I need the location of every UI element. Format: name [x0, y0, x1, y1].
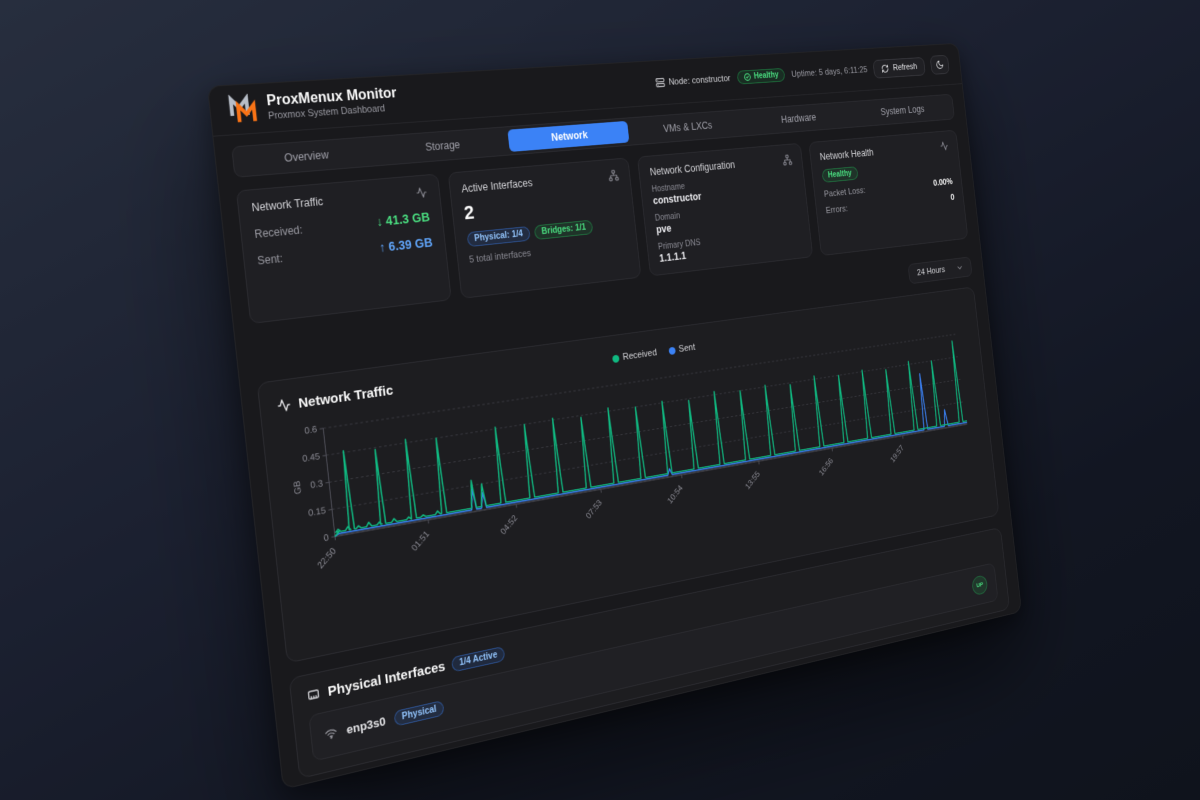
refresh-label: Refresh [892, 61, 918, 73]
svg-text:04:52: 04:52 [499, 513, 520, 536]
network-traffic-chart-card: Network Traffic Received Sent 0 0.15 0.3 0.… [256, 286, 1000, 664]
activity-icon [939, 140, 949, 151]
tab-system-logs[interactable]: System Logs [852, 97, 952, 124]
svg-text:01:51: 01:51 [410, 529, 432, 553]
svg-text:13:55: 13:55 [744, 470, 762, 492]
interface-name: enp3s0 [345, 714, 387, 737]
received-label: Received: [253, 223, 304, 241]
svg-text:0: 0 [323, 533, 329, 544]
legend-received: Received [611, 347, 658, 364]
network-health-badge: Healthy [821, 166, 859, 183]
card-network-health-title: Network Health [819, 146, 875, 163]
svg-text:07:53: 07:53 [584, 498, 604, 521]
tab-vms-lxcs[interactable]: VMs & LXCs [630, 112, 744, 142]
tab-hardware[interactable]: Hardware [744, 104, 851, 132]
tab-overview[interactable]: Overview [235, 140, 375, 174]
card-active-interfaces: Active Interfaces 2 Physical: 1/4 Bridge… [447, 157, 642, 299]
legend-received-dot [611, 354, 620, 363]
errors-label: Errors: [825, 204, 849, 216]
tab-network[interactable]: Network [507, 120, 630, 152]
activity-icon [276, 397, 292, 414]
refresh-icon [881, 63, 890, 73]
interface-type-badge: Physical [393, 700, 445, 727]
legend-sent-label: Sent [678, 342, 696, 355]
svg-text:0.3: 0.3 [310, 479, 324, 492]
svg-text:16:56: 16:56 [818, 456, 835, 477]
check-circle-icon [743, 72, 752, 81]
physical-active-badge: 1/4 Active [450, 645, 506, 673]
card-network-traffic-title: Network Traffic [250, 195, 324, 215]
time-range-value: 24 Hours [916, 265, 946, 278]
sent-value: ↑ 6.39 GB [378, 235, 434, 255]
legend-sent: Sent [668, 342, 696, 356]
svg-text:19:57: 19:57 [889, 444, 906, 465]
card-active-interfaces-title: Active Interfaces [460, 176, 534, 196]
chart-title: Network Traffic [297, 382, 394, 411]
interface-status-badge: UP [971, 574, 989, 596]
refresh-button[interactable]: Refresh [872, 56, 926, 79]
theme-toggle-button[interactable] [929, 54, 950, 75]
card-network-traffic: Network Traffic Received: ↓ 41.3 GB Sent… [235, 173, 452, 325]
chart-canvas: 0 0.15 0.3 0.45 0.6 22:50 01:51 04:52 07:53 10:54… [279, 325, 983, 611]
node-label: Node: constructor [668, 73, 731, 87]
svg-text:0.15: 0.15 [308, 506, 327, 520]
errors-value: 0 [950, 192, 955, 203]
uptime-label: Uptime: 5 days, 6:11:25 [790, 64, 868, 79]
sent-label: Sent: [256, 251, 284, 268]
packet-loss-value: 0.00% [932, 177, 954, 189]
proxmenux-logo-icon [226, 93, 260, 126]
legend-received-label: Received [622, 347, 658, 363]
network-icon [608, 169, 620, 182]
node-indicator: Node: constructor [655, 73, 731, 88]
svg-text:GB: GB [292, 480, 304, 495]
server-icon [655, 77, 666, 88]
health-status-badge: Healthy [736, 67, 786, 85]
card-network-configuration-title: Network Configuration [649, 159, 736, 178]
tab-storage[interactable]: Storage [376, 130, 507, 162]
network-icon [782, 154, 793, 166]
activity-icon [415, 186, 428, 199]
dashboard-window: ProxMenux Monitor Proxmox System Dashboa… [207, 42, 1022, 790]
health-status-label: Healthy [753, 70, 780, 82]
chevron-down-icon [956, 263, 964, 273]
time-range-select[interactable]: 24 Hours [907, 256, 973, 285]
svg-text:0.6: 0.6 [304, 424, 318, 436]
svg-text:0.45: 0.45 [302, 451, 321, 464]
packet-loss-label: Packet Loss: [823, 185, 866, 200]
received-value: ↓ 41.3 GB [375, 209, 431, 229]
card-network-health: Network Health Healthy Packet Loss: 0.00… [808, 129, 969, 257]
physical-count-badge: Physical: 1/4 [466, 226, 531, 248]
wifi-icon [324, 725, 339, 742]
svg-text:22:50: 22:50 [316, 546, 339, 571]
bridges-count-badge: Bridges: 1/1 [533, 219, 594, 241]
moon-icon [935, 60, 944, 70]
legend-sent-dot [668, 346, 676, 355]
svg-text:10:54: 10:54 [666, 483, 685, 506]
ethernet-icon [306, 686, 322, 704]
card-network-configuration: Network Configuration Hostname construct… [637, 142, 813, 277]
